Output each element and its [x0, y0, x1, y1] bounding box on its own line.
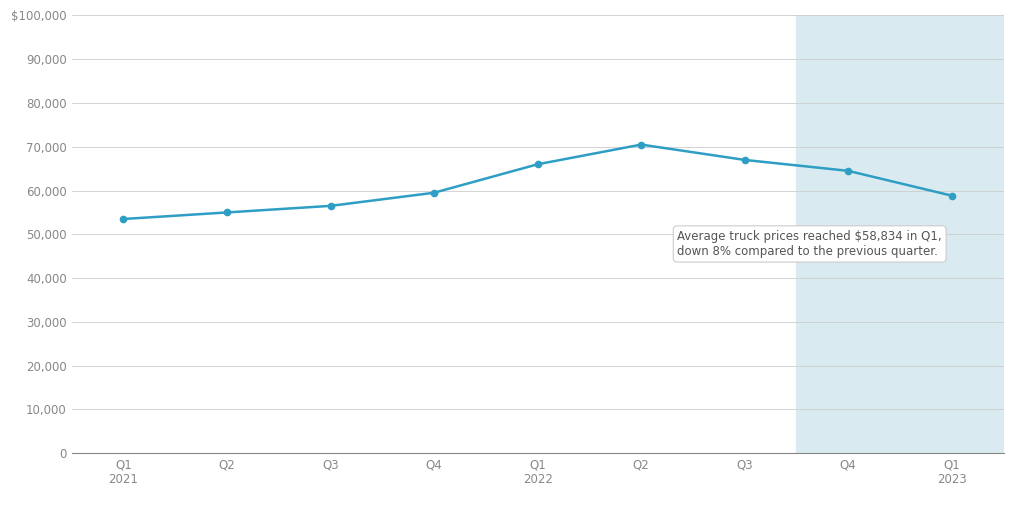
Bar — [797, 15, 1004, 453]
Text: Average truck prices reached $58,834 in Q1,
down 8% compared to the previous qua: Average truck prices reached $58,834 in … — [677, 230, 942, 258]
